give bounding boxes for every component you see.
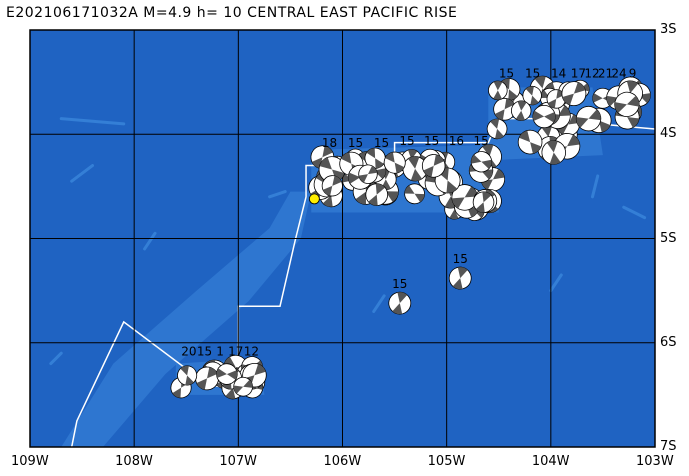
beachball-marker[interactable] <box>537 136 570 169</box>
beachball-marker[interactable] <box>561 81 587 107</box>
seamount-streak <box>143 231 157 251</box>
beachball-marker[interactable] <box>385 288 415 318</box>
beachball-marker[interactable] <box>445 263 475 293</box>
longitude-label: 106W <box>323 454 362 469</box>
event-depth-label: 15 <box>399 134 414 148</box>
beachball-marker[interactable] <box>528 101 560 133</box>
longitude-label: 108W <box>115 454 153 469</box>
beachball-marker[interactable] <box>231 374 256 399</box>
latitude-label: 4S <box>660 126 677 142</box>
beachball-marker[interactable] <box>402 181 427 206</box>
latitude-label: 6S <box>660 334 677 350</box>
seamount-streak <box>372 294 386 313</box>
latitude-label: 7S <box>660 439 677 454</box>
event-depth-label: 1 <box>216 345 224 359</box>
map-title: E202106171032A M=4.9 h= 10 CENTRAL EAST … <box>6 5 458 21</box>
event-depth-label: 15 <box>374 136 389 150</box>
beachball-marker[interactable] <box>398 152 432 186</box>
beachball-marker[interactable] <box>520 83 545 108</box>
beachball-marker[interactable] <box>212 360 241 389</box>
event-depth-label: 15 <box>453 252 468 266</box>
beachball-marker[interactable] <box>572 102 604 134</box>
event-depth-label: 16 <box>449 134 464 148</box>
event-depth-label: 17 <box>228 345 243 359</box>
longitude-label: 107W <box>219 454 257 469</box>
beachball-marker[interactable] <box>484 115 511 142</box>
beachball-marker[interactable] <box>357 164 378 185</box>
beachball-marker[interactable] <box>470 189 497 216</box>
longitude-label: 109W <box>11 454 49 469</box>
longitude-label: 103W <box>636 454 674 469</box>
beachball-marker[interactable] <box>421 153 446 178</box>
latitude-label: 3S <box>660 22 677 37</box>
beachball-marker[interactable] <box>485 77 512 104</box>
beachball-marker[interactable] <box>546 88 567 109</box>
event-depth-label: 15 <box>525 66 540 80</box>
seamount-streak <box>59 117 126 126</box>
map-frame <box>29 29 656 448</box>
beachball-marker[interactable] <box>318 156 346 183</box>
event-depth-label: 20 <box>181 345 196 359</box>
beachball-layer <box>170 75 651 400</box>
event-depth-label: 15 <box>424 134 439 148</box>
beachball-marker[interactable] <box>610 88 643 121</box>
event-depth-label: 15 <box>197 345 212 359</box>
longitude-label: 104W <box>531 454 570 469</box>
beachball-marker[interactable] <box>194 366 219 391</box>
beachball-marker[interactable] <box>492 97 517 122</box>
event-depth-label: 21 <box>598 66 613 80</box>
epicenter-marker[interactable] <box>308 193 320 205</box>
event-depth-label: 24 <box>611 66 626 80</box>
event-depth-label: 15 <box>474 134 489 148</box>
event-depth-label: 17 <box>571 66 586 80</box>
latitude-label: 5S <box>660 230 677 246</box>
seamount-streak <box>549 273 563 293</box>
event-depth-label: 9 <box>629 66 637 80</box>
beachball-marker[interactable] <box>363 146 388 171</box>
beachball-marker[interactable] <box>174 362 200 388</box>
beachball-marker[interactable] <box>321 175 343 197</box>
event-depth-label: 15 <box>392 277 407 291</box>
seamount-streak <box>622 205 647 220</box>
seamount-streak <box>70 164 94 183</box>
event-depth-label: 18 <box>322 136 337 150</box>
event-depth-label: 12 <box>244 345 259 359</box>
beachball-marker[interactable] <box>468 148 496 176</box>
beachball-marker[interactable] <box>517 129 543 155</box>
beachball-marker[interactable] <box>362 180 391 209</box>
ridge-shape <box>61 191 312 447</box>
event-depth-label: 15 <box>499 66 514 80</box>
beachball-marker[interactable] <box>383 151 407 175</box>
longitude-label: 105W <box>427 454 466 469</box>
seamount-streak <box>591 174 600 199</box>
beachball-marker[interactable] <box>449 182 480 213</box>
seamount-streak <box>268 190 287 199</box>
event-depth-label: 14 <box>551 66 566 80</box>
event-depth-label: 15 <box>348 136 363 150</box>
beachball-marker[interactable] <box>507 97 535 125</box>
seamount-streak <box>49 351 63 366</box>
event-depth-label: 12 <box>584 66 599 80</box>
